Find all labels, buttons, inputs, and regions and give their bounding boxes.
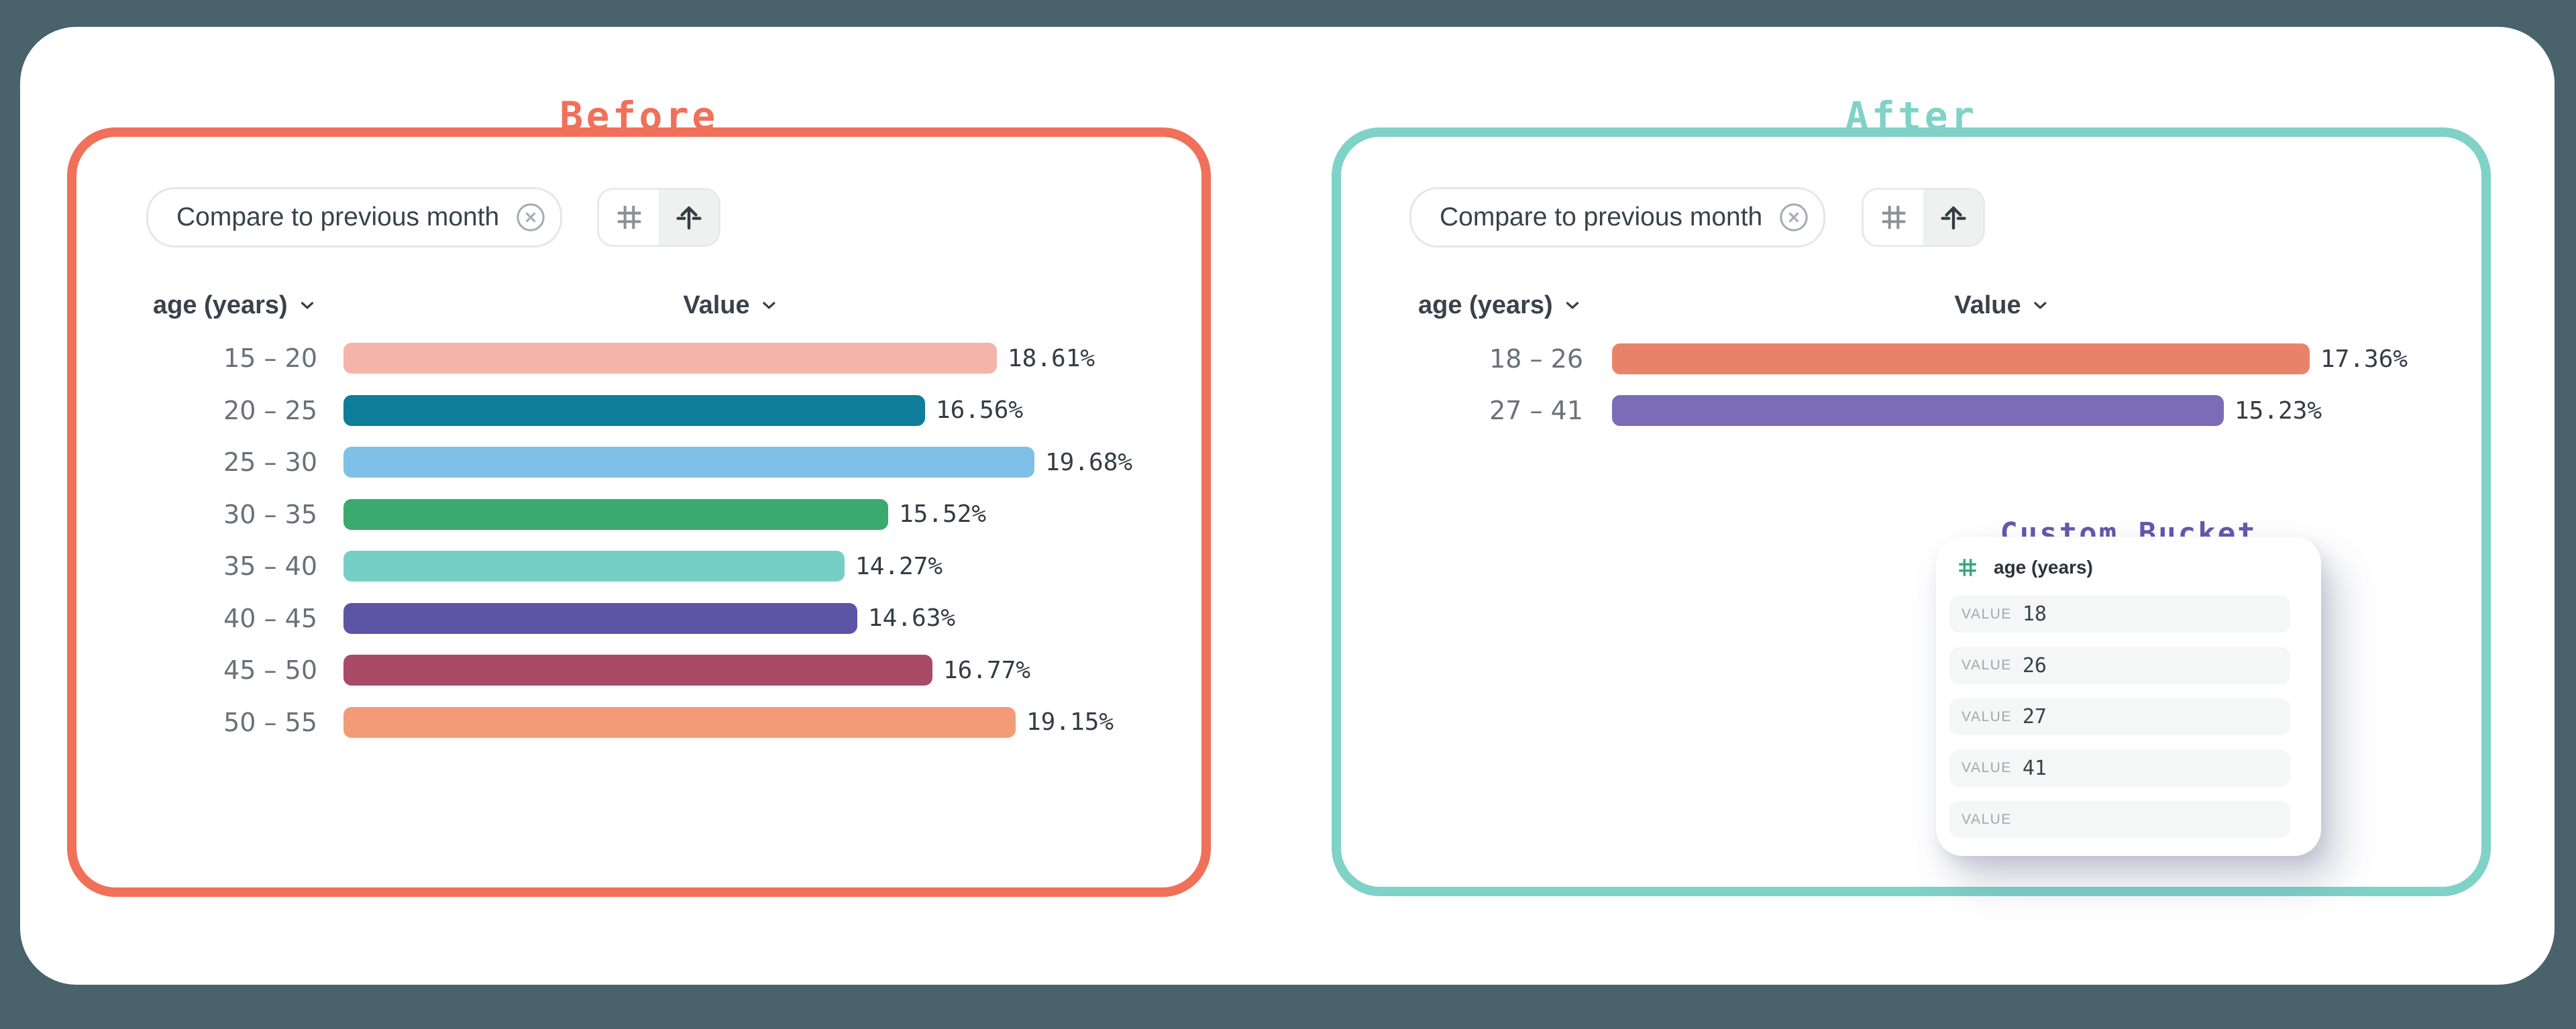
chart-row: 30 – 35 15.52%	[76, 498, 1201, 530]
bucket-field-header: age (years)	[1956, 553, 2093, 582]
chart-row: 40 – 45 14.63%	[76, 602, 1201, 634]
bucket-field-label: age (years)	[1994, 557, 2093, 578]
circle-x-icon[interactable]	[1777, 201, 1811, 234]
bar-segment[interactable]	[343, 394, 925, 426]
dimension-header-label: age (years)	[153, 290, 288, 319]
arrow-up-bar-button[interactable]	[1923, 190, 1983, 245]
chevron-down-icon	[297, 295, 317, 315]
bar-value-label: 16.56%	[936, 396, 1024, 424]
bar-segment[interactable]	[343, 551, 845, 582]
filter-chip[interactable]: Compare to previous month	[1409, 187, 1825, 248]
arrow-up-bar-icon	[1937, 201, 1970, 233]
bar-segment[interactable]	[1612, 395, 2224, 426]
category-label: 20 – 25	[223, 395, 317, 425]
bucket-value-input[interactable]: VALUE 26	[1949, 647, 2290, 684]
circle-x-icon[interactable]	[514, 201, 547, 234]
bucket-value-input[interactable]: VALUE 41	[1949, 749, 2290, 787]
measure-header-dropdown[interactable]: Value	[683, 288, 779, 323]
bar-value-label: 15.52%	[899, 500, 987, 528]
chart-row: 35 – 40 14.27%	[76, 551, 1201, 582]
filter-chip[interactable]: Compare to previous month	[146, 187, 562, 248]
bar-value-label: 14.27%	[855, 552, 943, 580]
category-label: 27 – 41	[1489, 396, 1583, 425]
category-label: 25 – 30	[223, 447, 317, 477]
category-label: 50 – 55	[223, 707, 317, 737]
bucket-toggle-group	[597, 188, 720, 247]
chevron-down-icon	[759, 295, 780, 315]
arrow-up-bar-icon	[673, 201, 705, 233]
chart-row: 20 – 25 16.56%	[76, 394, 1201, 426]
bucket-toggle-group	[1862, 188, 1985, 247]
bar-value-label: 16.77%	[943, 656, 1031, 684]
bucket-value-list: VALUE 18 VALUE 26 VALUE 27 VALUE 41 VALU…	[1949, 596, 2290, 838]
hash-icon	[1878, 202, 1909, 233]
hash-icon	[614, 202, 645, 233]
chart-row: 50 – 55 19.15%	[76, 706, 1201, 738]
measure-header-label: Value	[683, 290, 750, 319]
bar-segment[interactable]	[343, 498, 888, 530]
after-panel: Compare to previous month	[1332, 127, 2491, 896]
bucket-value-input[interactable]: VALUE 18	[1949, 596, 2290, 633]
chart-row: 18 – 26 17.36%	[1341, 343, 2481, 374]
bucket-value-number: 41	[2022, 756, 2047, 780]
bar-segment[interactable]	[343, 655, 932, 686]
bar-value-label: 15.23%	[2235, 396, 2322, 425]
bar-segment[interactable]	[343, 706, 1016, 738]
bar-segment[interactable]	[343, 602, 857, 634]
before-chart: 15 – 20 18.61% 20 – 25 16.56% 25 – 30 19…	[76, 343, 1201, 738]
bar-segment[interactable]	[1612, 343, 2310, 374]
bar-value-label: 19.68%	[1045, 448, 1133, 476]
category-label: 30 – 35	[223, 499, 317, 529]
chart-row: 45 – 50 16.77%	[76, 655, 1201, 686]
measure-header-label: Value	[1954, 290, 2021, 319]
dimension-header-label: age (years)	[1418, 290, 1553, 319]
before-panel: Compare to previous month	[67, 127, 1211, 897]
bar-value-label: 18.61%	[1008, 344, 1095, 372]
arrow-up-bar-button[interactable]	[659, 190, 718, 245]
chart-row: 27 – 41 15.23%	[1341, 395, 2481, 426]
category-label: 40 – 45	[223, 603, 317, 633]
chevron-down-icon	[1562, 295, 1582, 315]
hash-button[interactable]	[1864, 190, 1923, 245]
bucket-value-input[interactable]: VALUE	[1949, 801, 2290, 838]
bucket-value-number: 26	[2022, 653, 2047, 678]
bucket-value-input[interactable]: VALUE 27	[1949, 698, 2290, 735]
chevron-down-icon	[2031, 295, 2051, 315]
after-chart: 18 – 26 17.36% 27 – 41 15.23%	[1341, 343, 2481, 426]
bar-value-label: 17.36%	[2320, 345, 2408, 373]
category-label: 15 – 20	[223, 343, 317, 373]
bucket-value-key: VALUE	[1962, 657, 2012, 673]
filter-chip-label: Compare to previous month	[1440, 203, 1763, 231]
category-label: 35 – 40	[223, 551, 317, 581]
bar-segment[interactable]	[343, 343, 997, 374]
bucket-value-number: 18	[2022, 602, 2047, 626]
chart-row: 25 – 30 19.68%	[76, 447, 1201, 478]
bucket-value-key: VALUE	[1962, 760, 2012, 775]
chart-row: 15 – 20 18.61%	[76, 343, 1201, 374]
category-label: 18 – 26	[1489, 344, 1583, 374]
bar-value-label: 19.15%	[1026, 708, 1114, 736]
filter-chip-label: Compare to previous month	[176, 203, 500, 231]
dimension-header-dropdown[interactable]: age (years)	[153, 288, 317, 323]
bucket-value-key: VALUE	[1962, 708, 2012, 724]
bucket-value-number: 27	[2022, 705, 2047, 728]
bucket-value-key: VALUE	[1962, 606, 2012, 622]
bar-segment[interactable]	[343, 447, 1034, 478]
custom-bucket-card: age (years) VALUE 18 VALUE 26 VALUE 27 V…	[1936, 537, 2321, 856]
hash-icon	[1956, 556, 1979, 579]
hash-button[interactable]	[599, 190, 659, 245]
category-label: 45 – 50	[223, 655, 317, 685]
bucket-value-key: VALUE	[1962, 811, 2012, 827]
measure-header-dropdown[interactable]: Value	[1954, 288, 2050, 323]
bar-value-label: 14.63%	[868, 604, 956, 632]
dimension-header-dropdown[interactable]: age (years)	[1418, 288, 1582, 323]
